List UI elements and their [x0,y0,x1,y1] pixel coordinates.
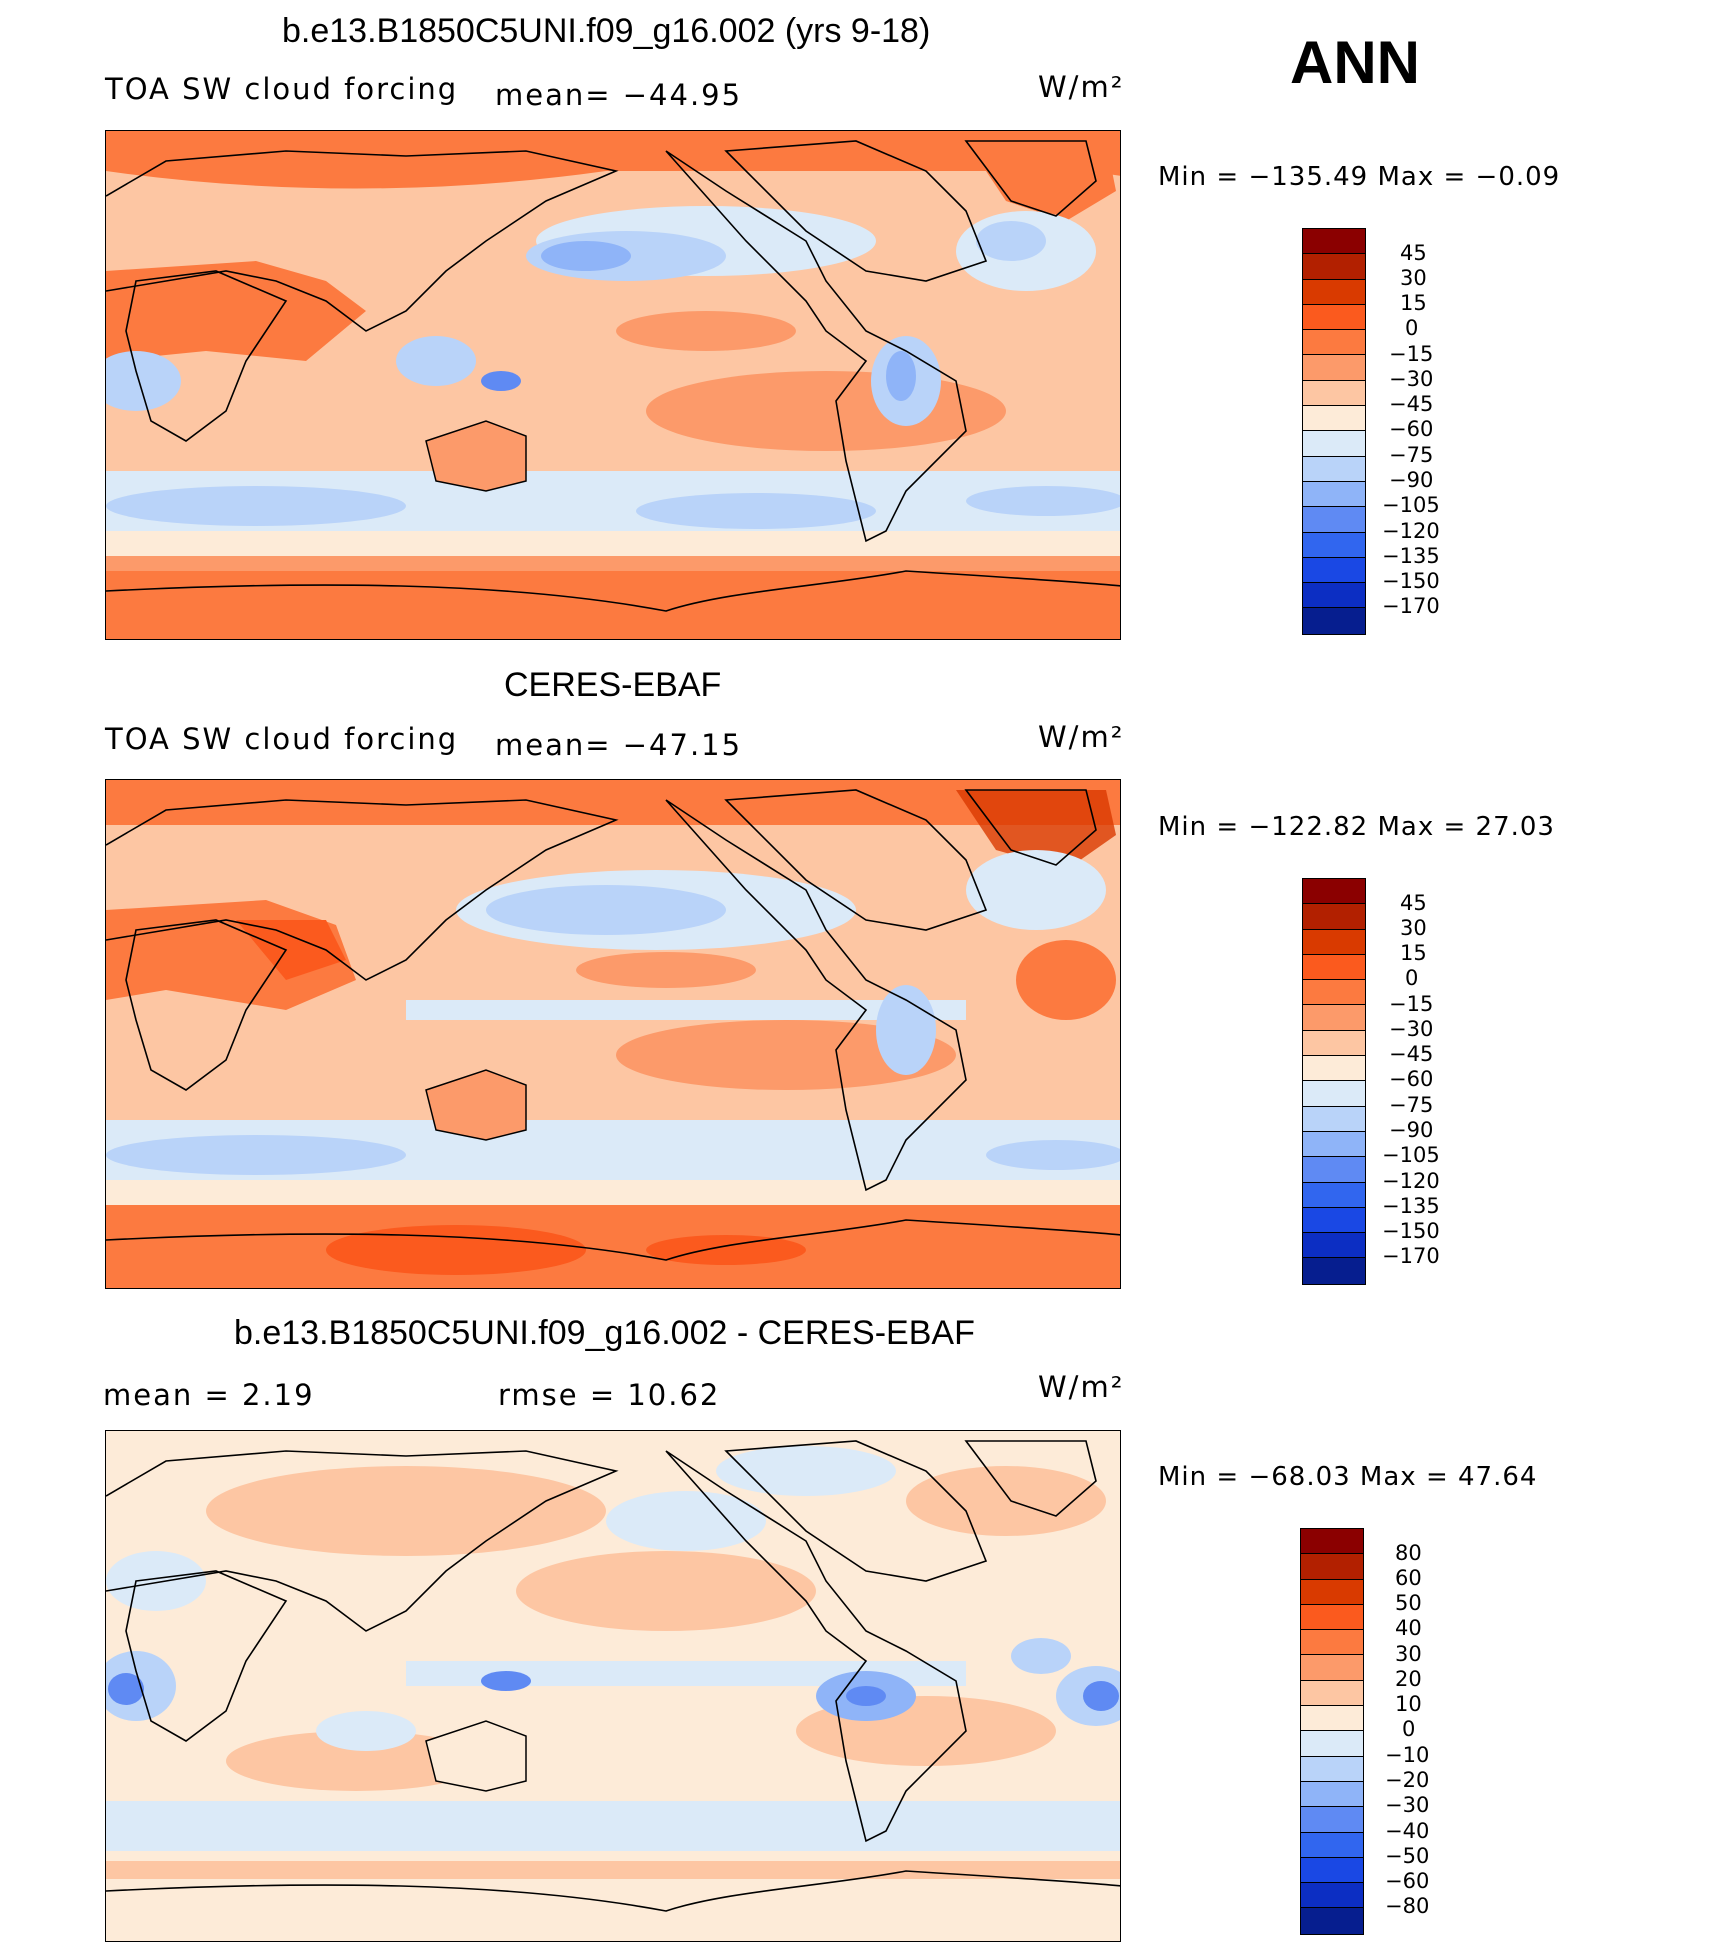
cb3-label: 0 [1402,1717,1416,1741]
panel-1-map [105,130,1121,640]
panel-3-units: W/m² [1038,1370,1125,1404]
cb1-label: −15 [1389,342,1434,366]
cb2-label: 0 [1405,966,1419,990]
panel-1-colorbar [1302,228,1366,635]
panel-2-units: W/m² [1038,720,1125,754]
cb3-label: −50 [1385,1844,1430,1868]
cb1-label: −75 [1389,443,1434,467]
cb2-label: −60 [1389,1067,1434,1091]
panel-2-map [105,779,1121,1289]
cb3-label: −40 [1385,1819,1430,1843]
cb3-label: 20 [1395,1667,1422,1691]
cb3-label: −30 [1385,1793,1430,1817]
panel-3-map [105,1430,1121,1942]
cb3-label: −10 [1385,1743,1430,1767]
cb3-label: 30 [1395,1642,1422,1666]
panel-1-title: b.e13.B1850C5UNI.f09_g16.002 (yrs 9-18) [282,12,931,50]
cb2-label: −105 [1382,1143,1440,1167]
panel-2-title: CERES-EBAF [504,666,722,704]
panel-2-minmax: Min = −122.82 Max = 27.03 [1158,812,1555,842]
panel-1-units: W/m² [1038,70,1125,104]
cb1-label: −170 [1382,594,1440,618]
cb1-label: −45 [1389,392,1434,416]
cb2-label: 45 [1400,891,1427,915]
cb1-label: −90 [1389,468,1434,492]
panel-3-colorbar [1300,1528,1364,1935]
cb3-label: −60 [1385,1869,1430,1893]
cb1-label: 45 [1400,241,1427,265]
panel-3-mean-label: mean = 2.19 [103,1378,315,1412]
panel-1-minmax: Min = −135.49 Max = −0.09 [1158,162,1561,192]
panel-2-colorbar [1302,878,1366,1285]
cb2-label: −15 [1389,992,1434,1016]
cb1-label: −135 [1382,544,1440,568]
cb1-label: 30 [1400,266,1427,290]
cb2-label: −150 [1382,1219,1440,1243]
cb1-label: 0 [1405,316,1419,340]
cb1-label: −60 [1389,417,1434,441]
season-label: ANN [1290,29,1420,96]
cb3-label: 50 [1395,1591,1422,1615]
cb2-label: −45 [1389,1042,1434,1066]
cb2-label: 30 [1400,916,1427,940]
cb3-label: 10 [1395,1692,1422,1716]
panel-2-mean-label: mean= −47.15 [495,728,743,762]
cb2-label: −120 [1382,1169,1440,1193]
cb2-label: −90 [1389,1118,1434,1142]
panel-1-mean-label: mean= −44.95 [495,78,743,112]
panel-2-variable-label: TOA SW cloud forcing [105,722,459,756]
panel-3-minmax: Min = −68.03 Max = 47.64 [1158,1462,1538,1492]
cb2-label: −75 [1389,1093,1434,1117]
cb3-label: −80 [1385,1894,1430,1918]
cb1-label: −105 [1382,493,1440,517]
cb1-label: −30 [1389,367,1434,391]
panel-3-rmse-label: rmse = 10.62 [498,1378,721,1412]
cb1-label: 15 [1400,291,1427,315]
panel-1-variable-label: TOA SW cloud forcing [105,72,459,106]
cb3-label: 60 [1395,1566,1422,1590]
cb2-label: 15 [1400,941,1427,965]
cb3-label: 80 [1395,1541,1422,1565]
cb3-label: 40 [1395,1616,1422,1640]
cb3-label: −20 [1385,1768,1430,1792]
cb2-label: −170 [1382,1244,1440,1268]
cb1-label: −120 [1382,519,1440,543]
cb1-label: −150 [1382,569,1440,593]
cb2-label: −30 [1389,1017,1434,1041]
cb2-label: −135 [1382,1194,1440,1218]
panel-3-title: b.e13.B1850C5UNI.f09_g16.002 - CERES-EBA… [234,1314,975,1352]
